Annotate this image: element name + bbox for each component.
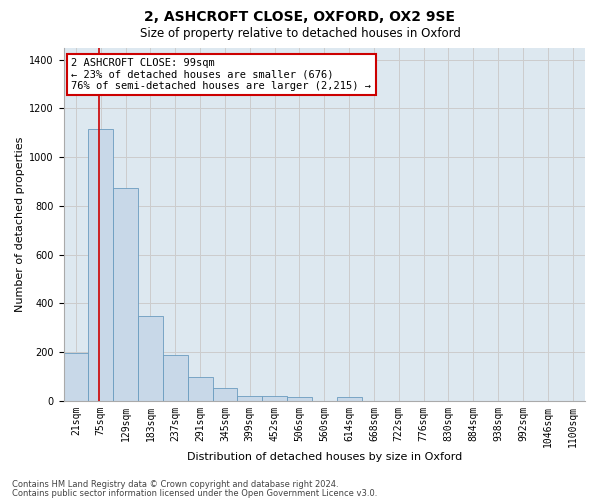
Bar <box>88 129 113 401</box>
Text: Contains HM Land Registry data © Crown copyright and database right 2024.: Contains HM Land Registry data © Crown c… <box>12 480 338 489</box>
Bar <box>188 376 212 401</box>
Bar <box>238 396 262 401</box>
Bar <box>212 388 238 401</box>
Text: 2 ASHCROFT CLOSE: 99sqm
← 23% of detached houses are smaller (676)
76% of semi-d: 2 ASHCROFT CLOSE: 99sqm ← 23% of detache… <box>71 58 371 92</box>
Bar <box>163 354 188 401</box>
Bar <box>262 396 287 401</box>
Text: Contains public sector information licensed under the Open Government Licence v3: Contains public sector information licen… <box>12 488 377 498</box>
Bar <box>113 188 138 401</box>
Text: Size of property relative to detached houses in Oxford: Size of property relative to detached ho… <box>140 28 460 40</box>
Y-axis label: Number of detached properties: Number of detached properties <box>15 136 25 312</box>
Bar <box>64 354 88 401</box>
Bar <box>287 397 312 401</box>
Text: 2, ASHCROFT CLOSE, OXFORD, OX2 9SE: 2, ASHCROFT CLOSE, OXFORD, OX2 9SE <box>145 10 455 24</box>
X-axis label: Distribution of detached houses by size in Oxford: Distribution of detached houses by size … <box>187 452 462 462</box>
Bar <box>337 396 362 401</box>
Bar <box>138 316 163 401</box>
